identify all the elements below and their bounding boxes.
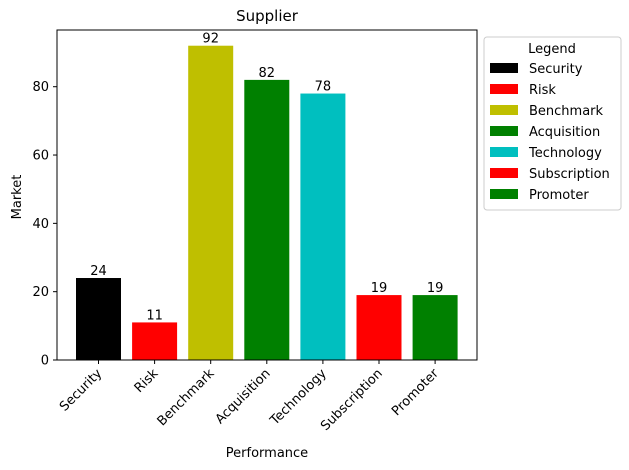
bar-risk [132,322,178,360]
legend-swatch [490,84,518,94]
legend-entry-label: Acquisition [529,125,600,140]
bar-security [76,278,121,360]
bar-acquisition [244,79,290,360]
bar-value-label: 11 [146,308,163,323]
legend-swatch [490,63,518,73]
bar-technology [300,93,346,360]
x-axis: Security RiskBenchmarkAcquisitionTechnolo… [57,360,442,434]
x-tick-label: Benchmark [155,366,218,429]
legend-entry-label: Security [529,62,583,77]
legend-swatch [490,189,518,199]
legend-swatch [490,168,518,178]
legend: Legend Security Risk Benchmark Acquisition T… [483,36,622,211]
legend-entry-label: Subscription [529,167,610,182]
x-tick-label: Promoter [389,366,442,419]
legend-swatch [490,105,518,115]
y-tick-label: 80 [32,80,49,95]
x-tick-label: Security [57,366,106,415]
bar-benchmark [188,45,234,361]
legend-box [483,36,622,211]
bar-subscription [356,295,402,360]
bar-value-label: 78 [315,80,332,95]
bar-value-label: 24 [90,264,107,279]
legend-swatch [490,126,518,136]
legend-entry-label: Risk [529,83,556,98]
bar-promoter [412,295,458,360]
legend-entry-label: Technology [528,146,602,161]
legend-title: Legend [528,42,576,57]
value-labels-layer: 24 11 92 82 78 19 19 [90,32,443,324]
y-tick-label: 0 [41,354,49,369]
x-tick-label: Risk [132,366,162,396]
legend-swatch [490,147,518,157]
chart-title: Supplier [236,7,299,25]
y-axis: 0 20 40 60 80 [32,80,57,369]
bar-value-label: 82 [259,66,276,81]
legend-entry-label: Benchmark [529,104,604,119]
x-tick-label: Acquisition [213,366,274,427]
x-axis-title: Performance [226,446,308,461]
legend-entry-label: Promoter [529,188,589,203]
bar-value-label: 92 [202,32,219,47]
y-axis-title: Market [10,175,25,220]
bars-layer [76,45,458,361]
bar-value-label: 19 [427,281,444,296]
bar-value-label: 19 [371,281,388,296]
legend-entries: Security Risk Benchmark Acquisition Technolo… [490,62,610,203]
y-tick-label: 40 [32,217,49,232]
y-tick-label: 60 [32,149,49,164]
y-tick-label: 20 [32,285,49,300]
